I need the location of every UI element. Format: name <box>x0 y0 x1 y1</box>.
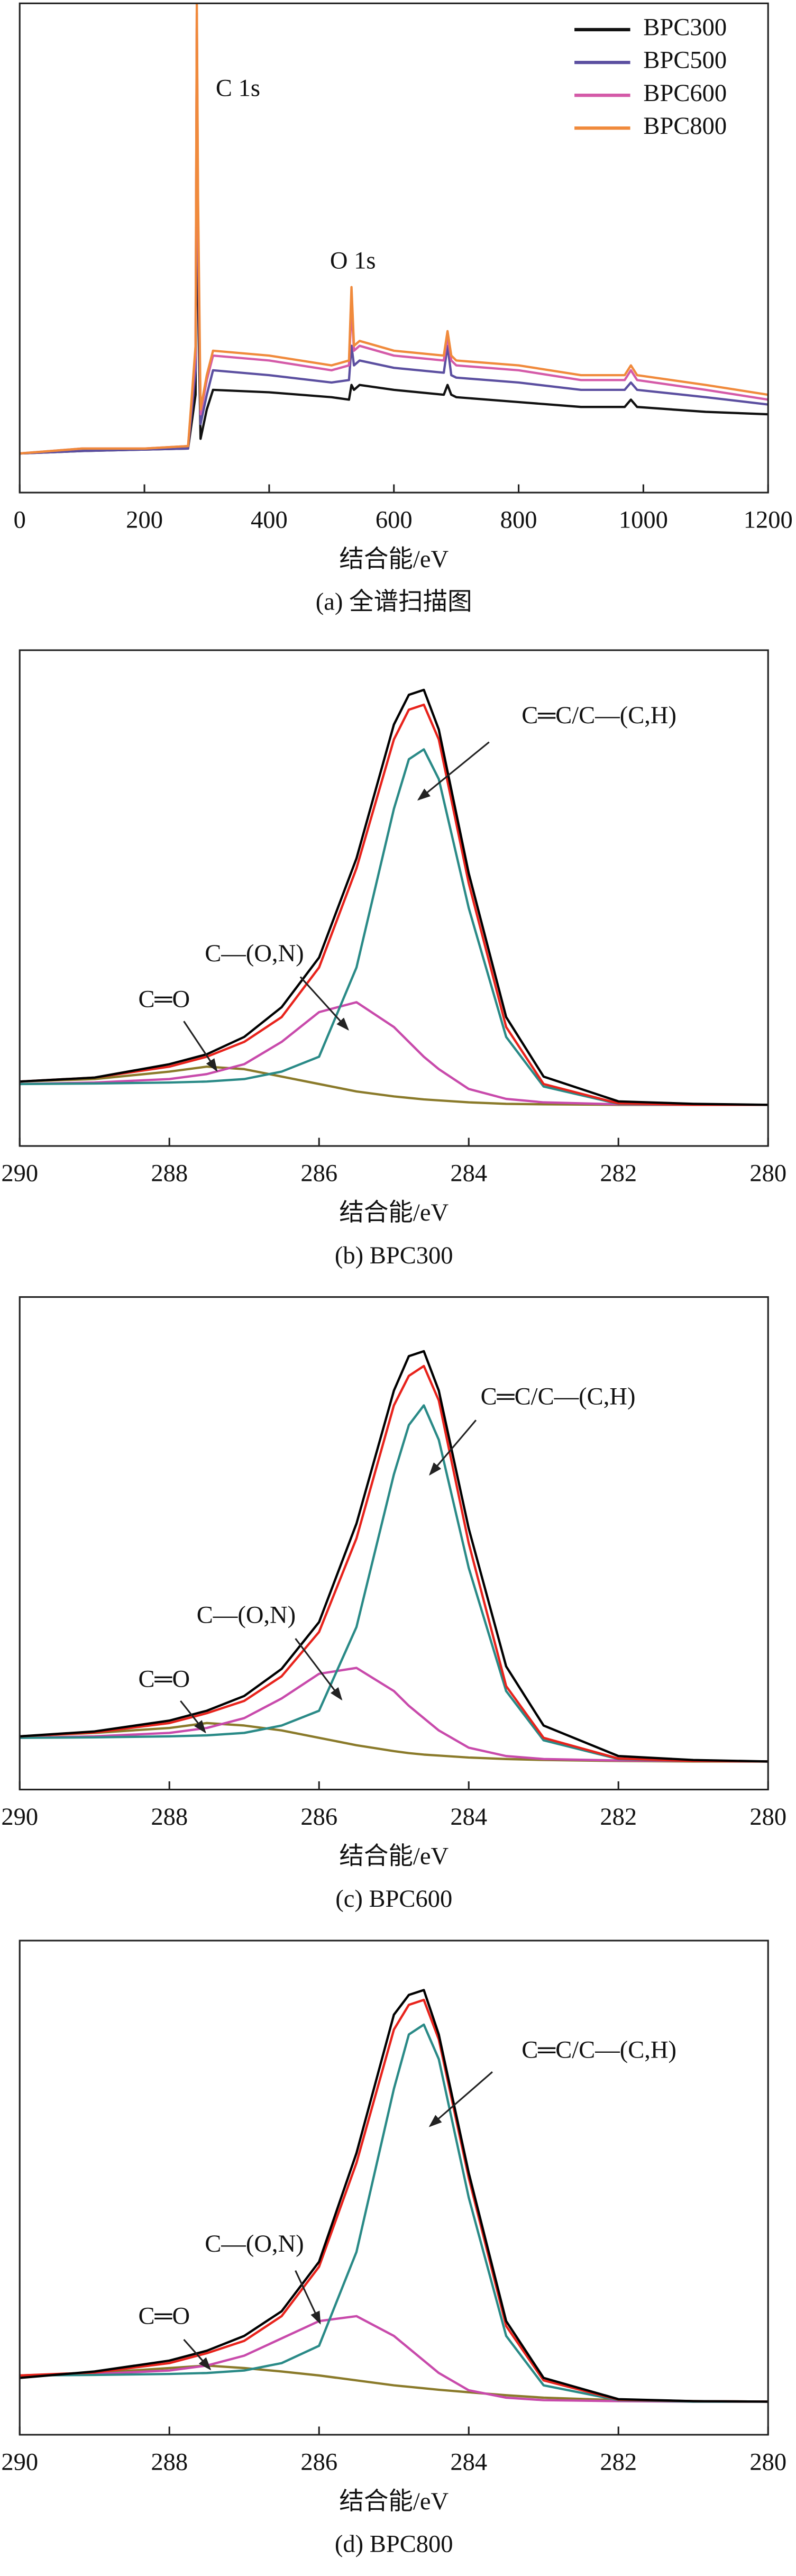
x-tick-label: 282 <box>600 2449 637 2476</box>
annotation: C═C/C—(C,H) <box>521 2037 676 2064</box>
spectrum-line <box>20 2364 768 2403</box>
x-tick-label: 290 <box>1 1160 38 1187</box>
spectrum-line <box>20 688 768 1106</box>
x-tick-label: 282 <box>600 1160 637 1187</box>
x-tick-label: 800 <box>500 507 537 534</box>
x-tick-label: 280 <box>749 1160 786 1187</box>
x-tick-label: 284 <box>450 2449 487 2476</box>
annotation: C═C/C—(C,H) <box>481 1383 636 1410</box>
annotation-arrow <box>180 1700 206 1734</box>
panel-caption: (d) BPC800 <box>335 2531 453 2558</box>
x-tick-label: 288 <box>151 1160 188 1187</box>
x-tick-label: 284 <box>450 1160 487 1187</box>
x-tick-label: 1000 <box>619 507 668 534</box>
spectrum-line <box>20 1364 768 1763</box>
spectrum-line <box>20 1989 768 2403</box>
x-tick-label: 200 <box>126 507 163 534</box>
annotation-arrow <box>183 2339 212 2371</box>
x-tick-label: 286 <box>300 1804 337 1831</box>
annotation-arrow <box>417 741 490 801</box>
spectrum-line <box>20 12 768 455</box>
x-tick-label: 280 <box>749 2449 786 2476</box>
annotation: C—(O,N) <box>205 2231 304 2258</box>
spectrum-line <box>20 1667 768 1763</box>
plot-frame <box>19 1940 769 2436</box>
spectrum-line <box>20 2315 768 2403</box>
x-tick-label: 1200 <box>744 507 793 534</box>
annotation: C═O <box>139 2302 190 2329</box>
annotation-arrow <box>299 976 349 1031</box>
panel-caption: (a) 全谱扫描图 <box>316 588 472 616</box>
spectrum-line <box>20 1065 768 1106</box>
x-tick-label: 290 <box>1 1804 38 1831</box>
legend-label: BPC300 <box>643 14 727 41</box>
annotation-arrow <box>295 2270 321 2325</box>
legend-label: BPC800 <box>643 113 727 140</box>
spectrum-line <box>20 1998 768 2403</box>
plot-frame <box>19 1296 769 1791</box>
annotation: C═C/C—(C,H) <box>521 702 676 729</box>
x-tick-label: 290 <box>1 2449 38 2476</box>
annotation-arrow <box>183 1021 218 1072</box>
panel-caption: (c) BPC600 <box>335 1886 452 1913</box>
x-tick-label: 288 <box>151 2449 188 2476</box>
x-tick-label: 286 <box>300 1160 337 1187</box>
annotation: C═O <box>139 1665 190 1692</box>
x-axis-label: 结合能/eV <box>339 1199 449 1226</box>
x-tick-label: 0 <box>14 507 26 534</box>
annotation-arrow <box>428 2071 493 2127</box>
x-tick-label: 400 <box>251 507 288 534</box>
x-tick-label: 280 <box>749 1804 786 1831</box>
legend-label: BPC600 <box>643 80 727 107</box>
spectrum-line <box>20 1001 768 1106</box>
spectrum-line <box>20 748 768 1106</box>
x-axis-label: 结合能/eV <box>339 2488 449 2515</box>
spectrum-line <box>20 703 768 1106</box>
legend-label: BPC500 <box>643 47 727 74</box>
annotation-arrow <box>429 1419 477 1476</box>
annotation-arrow <box>295 1638 343 1701</box>
x-tick-label: 282 <box>600 1804 637 1831</box>
annotation: C—(O,N) <box>205 940 304 967</box>
spectrum-line <box>20 1350 768 1763</box>
annotation: O 1s <box>330 247 376 274</box>
panel-caption: (b) BPC300 <box>335 1242 453 1269</box>
plot-frame <box>19 649 769 1147</box>
annotation: C 1s <box>216 75 260 102</box>
x-tick-label: 288 <box>151 1804 188 1831</box>
x-tick-label: 286 <box>300 2449 337 2476</box>
plot-frame <box>19 2 769 494</box>
spectrum-line <box>20 1404 768 1763</box>
spectrum-line <box>20 2023 768 2403</box>
x-tick-label: 284 <box>450 1804 487 1831</box>
x-axis-label: 结合能/eV <box>339 546 449 573</box>
x-axis-label: 结合能/eV <box>339 1843 449 1870</box>
x-tick-label: 600 <box>376 507 413 534</box>
annotation: C—(O,N) <box>197 1601 296 1628</box>
spectrum-line <box>20 3 768 455</box>
annotation: C═O <box>139 986 190 1013</box>
